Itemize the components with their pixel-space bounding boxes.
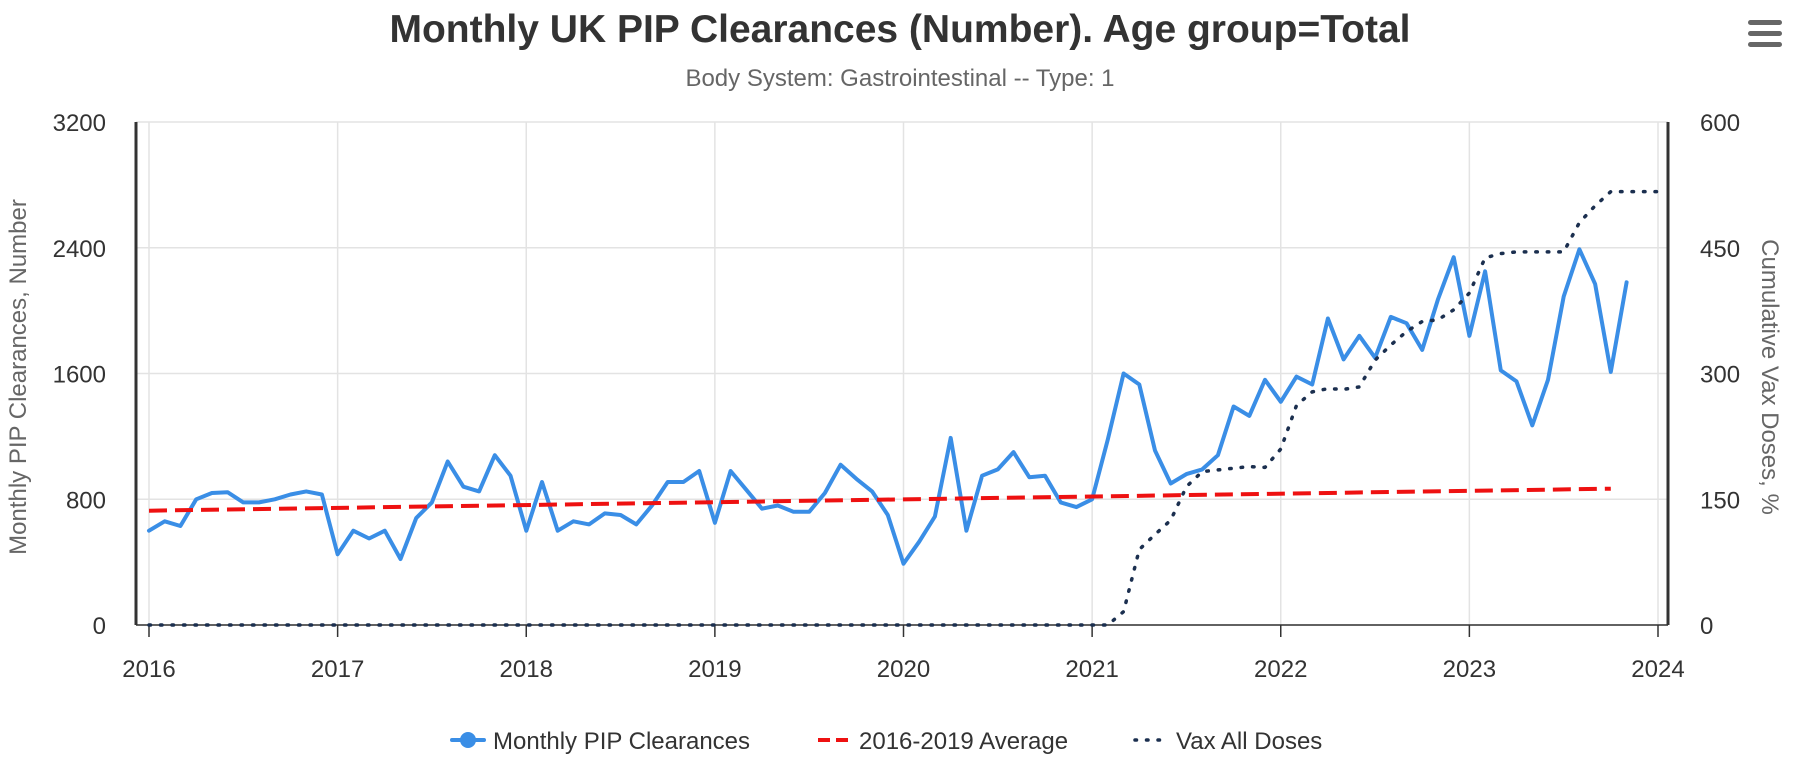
- y-right-tick-label: 0: [1700, 613, 1713, 640]
- legend-label: Vax All Doses: [1176, 728, 1322, 755]
- x-tick-label: 2022: [1254, 656, 1307, 683]
- series-line-monthly-pip-clearances: [147, 247, 1629, 566]
- y-right-tick-label: 450: [1700, 236, 1740, 263]
- series-line-2016-2019-average: [148, 486, 1611, 513]
- y-axis-right-title: Cumulative Vax Doses, %: [1756, 239, 1783, 515]
- y-left-tick-label: 2400: [53, 236, 106, 263]
- chart-title: Monthly UK PIP Clearances (Number). Age …: [389, 8, 1410, 51]
- y-right-tick-label: 300: [1700, 362, 1740, 389]
- x-tick-label: 2016: [122, 656, 175, 683]
- legend-marker: [460, 732, 476, 748]
- legend-label: 2016-2019 Average: [859, 728, 1068, 755]
- series-area: [147, 189, 1660, 627]
- legend-item-2016-2019-average[interactable]: 2016-2019 Average: [818, 728, 1068, 755]
- x-tick-label: 2019: [688, 656, 741, 683]
- grid: [136, 121, 1668, 626]
- axes: 0 800 1600 2400 3200 0 150 300 450 600 2016 2017 201…: [53, 110, 1740, 683]
- y-left-tick-label: 3200: [53, 110, 106, 137]
- y-right-tick-label: 600: [1700, 110, 1740, 137]
- legend-label: Monthly PIP Clearances: [493, 728, 750, 755]
- y-right-tick-label: 150: [1700, 487, 1740, 514]
- x-tick-label: 2018: [500, 656, 553, 683]
- y-axis-left-title: Monthly PIP Clearances, Number: [5, 199, 32, 555]
- y-left-tick-label: 1600: [53, 362, 106, 389]
- x-tick-label: 2024: [1631, 656, 1684, 683]
- chart-subtitle: Body System: Gastrointestinal -- Type: 1: [685, 65, 1114, 92]
- y-left-tick-label: 0: [93, 613, 106, 640]
- x-tick-label: 2023: [1443, 656, 1496, 683]
- chart-menu-icon[interactable]: [1748, 20, 1782, 47]
- y-left-tick-label: 800: [66, 487, 106, 514]
- series-line-vax-all-doses: [147, 189, 1660, 627]
- x-tick-label: 2021: [1065, 656, 1118, 683]
- legend-item-monthly-pip-clearances[interactable]: Monthly PIP Clearances: [450, 728, 750, 755]
- legend: Monthly PIP Clearances 2016-2019 Average V…: [450, 728, 1322, 755]
- x-tick-label: 2020: [877, 656, 930, 683]
- x-tick-label: 2017: [311, 656, 364, 683]
- legend-item-vax-all-doses[interactable]: Vax All Doses: [1133, 728, 1322, 755]
